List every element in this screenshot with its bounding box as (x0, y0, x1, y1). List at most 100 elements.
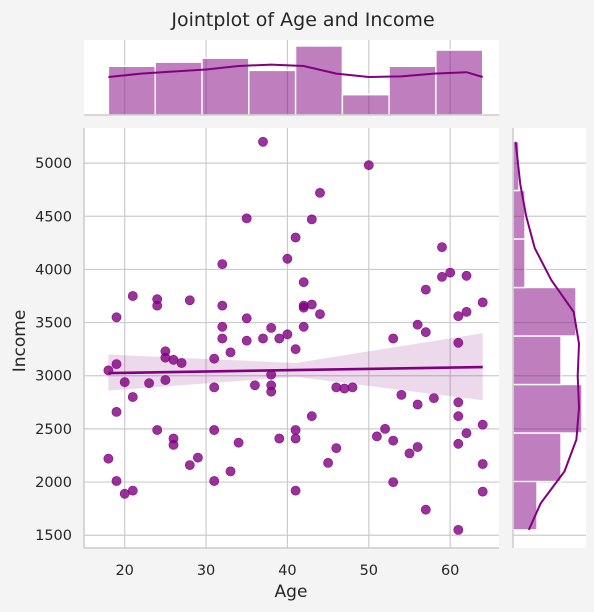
scatter-point (331, 443, 342, 453)
scatter-point (315, 309, 325, 319)
scatter-point (111, 476, 122, 486)
scatter-point (290, 344, 301, 355)
scatter-point (111, 312, 122, 323)
grid-lines (84, 40, 586, 548)
scatter-point (111, 406, 122, 417)
income-histogram-bar (512, 335, 562, 386)
scatter-point (331, 382, 342, 393)
scatter-point (184, 460, 195, 470)
scatter-point (388, 435, 399, 446)
scatter-point (445, 267, 456, 278)
x-tick-label: 20 (115, 563, 133, 579)
scatter-point (290, 232, 301, 243)
scatter-point (315, 187, 325, 198)
scatter-point (209, 425, 220, 435)
scatter-point (453, 411, 464, 422)
scatter-point (258, 136, 268, 147)
scatter-point (412, 442, 423, 452)
scatter-point (388, 477, 399, 487)
scatter-point (282, 329, 293, 340)
scatter-point (282, 253, 293, 264)
tick-labels: 20 30 40 50 60 1500 2000 2500 3000 3500 4000 4500 50… (35, 156, 459, 579)
scatter-points (103, 136, 488, 535)
scatter-point (380, 423, 390, 434)
scatter-point (363, 160, 374, 171)
joint-plot-area (84, 128, 499, 548)
scatter-point (477, 419, 488, 430)
scatter-point (453, 438, 464, 449)
x-axis-label: Age (275, 582, 308, 602)
scatter-point (152, 425, 163, 435)
y-tick-label: 3000 (35, 369, 72, 385)
axis-spines (83, 114, 514, 549)
scatter-point (339, 383, 350, 394)
scatter-point (404, 448, 415, 459)
scatter-point (437, 242, 447, 252)
x-tick-label: 60 (441, 563, 459, 579)
income-histogram (512, 141, 583, 531)
scatter-point (111, 359, 122, 369)
income-histogram-bar (512, 238, 526, 289)
scatter-point (323, 457, 333, 468)
scatter-point (453, 337, 464, 348)
age-histogram (107, 45, 484, 116)
x-tick-label: 40 (278, 563, 296, 579)
y-tick-label: 4500 (35, 209, 72, 225)
scatter-point (241, 335, 252, 346)
scatter-point (396, 389, 407, 400)
scatter-point (209, 382, 220, 393)
scatter-point (290, 425, 301, 435)
y-tick-label: 2000 (35, 475, 72, 491)
scatter-point (371, 431, 382, 442)
scatter-point (290, 433, 301, 444)
income-histogram-bar (512, 286, 577, 337)
scatter-point (209, 353, 220, 364)
scatter-point (290, 485, 301, 496)
scatter-point (477, 486, 488, 497)
scatter-point (209, 476, 220, 486)
scatter-point (428, 393, 439, 403)
scatter-point (258, 333, 268, 344)
scatter-point (266, 386, 277, 397)
age-histogram-bar (294, 45, 344, 116)
scatter-point (241, 313, 252, 324)
scatter-point (176, 358, 187, 368)
confidence-band (108, 333, 483, 401)
scatter-point (127, 291, 138, 301)
scatter-point (347, 382, 358, 393)
scatter-point (477, 297, 488, 308)
scatter-point (461, 306, 472, 317)
scatter-point (144, 378, 154, 389)
scatter-point (306, 299, 317, 310)
y-tick-label: 4000 (35, 262, 72, 278)
scatter-point (233, 437, 244, 448)
scatter-point (152, 300, 163, 311)
y-tick-label: 2500 (35, 422, 72, 438)
scatter-point (412, 399, 423, 410)
y-tick-label: 5000 (35, 156, 72, 172)
scatter-point (241, 213, 252, 224)
income-histogram-bar (512, 383, 583, 434)
scatter-point (306, 411, 317, 422)
scatter-point (298, 277, 309, 288)
scatter-point (461, 428, 472, 439)
scatter-point (453, 311, 464, 322)
scatter-point (103, 453, 114, 464)
age-histogram-bar (248, 69, 297, 116)
scatter-point (168, 439, 179, 450)
y-tick-label: 1500 (35, 528, 72, 544)
scatter-point (412, 319, 423, 330)
income-kde-curve (514, 141, 581, 531)
y-axis-label: Income (10, 310, 30, 373)
scatter-point (217, 321, 228, 332)
scatter-point (127, 392, 138, 402)
x-tick-label: 30 (197, 563, 215, 579)
scatter-point (453, 525, 464, 535)
scatter-point (119, 377, 130, 387)
scatter-point (249, 380, 260, 391)
scatter-point (420, 284, 431, 295)
scatter-point (437, 271, 447, 282)
scatter-point (160, 352, 171, 363)
scatter-point (217, 333, 228, 344)
